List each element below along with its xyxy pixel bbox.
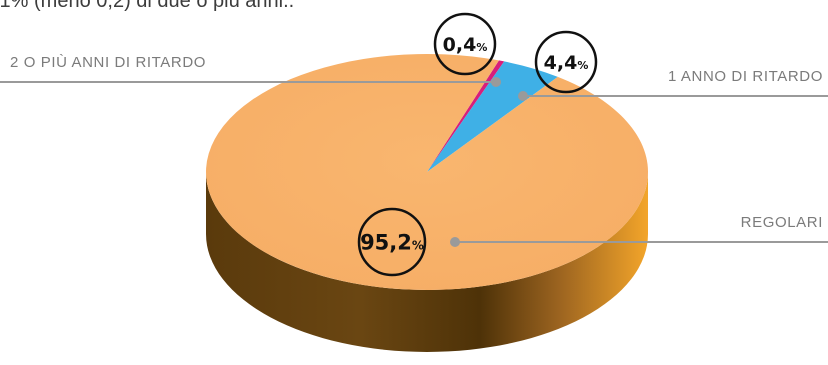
leader-dot	[518, 91, 528, 101]
value-badge-ring	[534, 30, 598, 94]
value-badges: 95,2% 4,4% 0,4%	[357, 12, 598, 277]
pie-slice	[427, 60, 505, 173]
leader-lines	[0, 77, 828, 247]
value-label: 0,4%	[443, 34, 488, 56]
value-label: 95,2%	[360, 231, 424, 255]
pie-slice	[427, 61, 558, 172]
leader-dot	[450, 237, 460, 247]
category-labels: REGOLARI 1 ANNO DI RITARDO 2 O PIÙ ANNI DI…	[10, 54, 823, 231]
category-label: 1 ANNO DI RITARDO	[668, 68, 823, 85]
value-badge-ring	[357, 207, 427, 277]
value-label: 4,4%	[544, 52, 589, 74]
pie-side-wall	[206, 172, 648, 352]
leader-dot	[491, 77, 501, 87]
pie-slice	[205, 53, 648, 290]
value-badge-ring	[433, 12, 497, 76]
pie-side	[206, 172, 648, 352]
intro-text: ,1% (meno 0,2) di due o più anni..	[0, 0, 295, 12]
category-label: 2 O PIÙ ANNI DI RITARDO	[10, 54, 206, 71]
pie-top	[205, 53, 648, 290]
category-label: REGOLARI	[741, 214, 823, 231]
